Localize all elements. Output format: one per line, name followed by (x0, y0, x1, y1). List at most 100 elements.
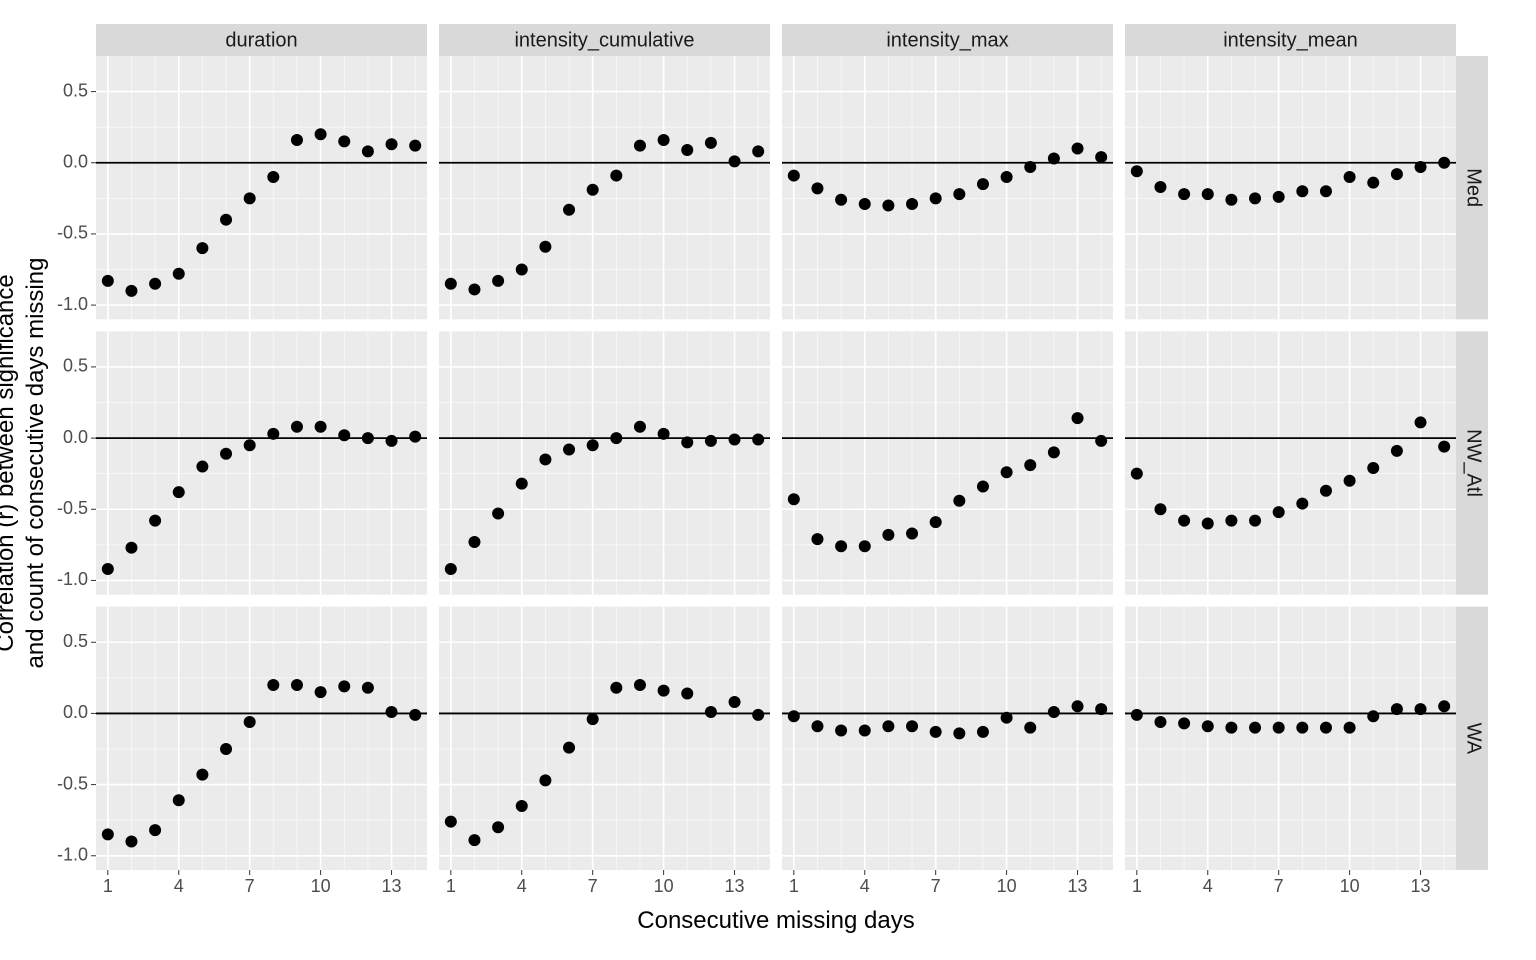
data-point: -0.73 (468, 536, 480, 548)
x-tick-label: 7 (245, 876, 255, 896)
x-tick-label: 4 (1203, 876, 1213, 896)
data-point: -0.76 (445, 816, 457, 828)
panel: -0.43-0.71-0.76-0.76-0.68-0.67-0.59-0.44… (782, 331, 1113, 594)
panel-bg (1125, 56, 1456, 319)
data-point: -0.75 (516, 264, 528, 276)
data-point: -0.04 (587, 713, 599, 725)
data-point: 0.16 (291, 134, 303, 146)
data-point: -0.02 (788, 710, 800, 722)
data-point: 0.15 (338, 135, 350, 147)
data-point: -0.03 (1415, 161, 1427, 173)
data-point: 0.01 (386, 706, 398, 718)
x-tick-label: 1 (789, 876, 799, 896)
data-point: 0.15 (315, 686, 327, 698)
data-point: -0.22 (1202, 188, 1214, 200)
data-point: -0.08 (563, 443, 575, 455)
data-point: -0.14 (953, 727, 965, 739)
data-point: 0.14 (705, 137, 717, 149)
data-point: 0.02 (338, 429, 350, 441)
x-tick-label: 1 (1132, 876, 1142, 896)
data-point: -0.32 (516, 478, 528, 490)
data-point: 0.08 (291, 421, 303, 433)
data-point: -0.61 (173, 794, 185, 806)
panel-bg (96, 56, 427, 319)
data-point: -0.1 (1344, 722, 1356, 734)
data-point: 0.01 (705, 706, 717, 718)
panel: -0.01-0.06-0.07-0.09-0.1-0.1-0.1-0.1-0.1… (1125, 607, 1456, 870)
data-point: -0.1 (1048, 446, 1060, 458)
panel: -0.92-0.77-0.58-0.38-0.2-0.11-0.050.030.… (96, 331, 427, 594)
data-point: -0.2 (196, 461, 208, 473)
strip-col-label: intensity_cumulative (514, 29, 694, 51)
data-point: 0.08 (634, 421, 646, 433)
data-point: -0.01 (752, 434, 764, 446)
data-point: -0.09 (1391, 445, 1403, 457)
data-point: -0.12 (859, 725, 871, 737)
y-tick-label: 0.0 (63, 702, 88, 722)
data-point: -0.85 (445, 278, 457, 290)
data-point: -0.58 (1225, 515, 1237, 527)
data-point: 0 (362, 432, 374, 444)
facet-grid-chart: durationintensity_cumulativeintensity_ma… (0, 0, 1536, 960)
panel: -0.83-0.9-0.85-0.78-0.6-0.4-0.25-0.10.16… (96, 56, 427, 319)
data-point: -0.1 (1344, 171, 1356, 183)
data-point: 0.14 (681, 687, 693, 699)
data-point: 0.2 (315, 128, 327, 140)
data-point: 0.2 (267, 679, 279, 691)
panel-bg (439, 56, 770, 319)
data-point: -0.09 (811, 720, 823, 732)
data-point: 0.09 (681, 144, 693, 156)
data-point: -0.09 (610, 170, 622, 182)
data-point: -0.29 (859, 198, 871, 210)
data-point: -0.46 (1296, 498, 1308, 510)
panel-bg (782, 331, 1113, 594)
data-point: -0.38 (173, 486, 185, 498)
data-point: 0.13 (386, 138, 398, 150)
data-point: 0.18 (362, 682, 374, 694)
data-point: -0.22 (953, 188, 965, 200)
data-point: -0.43 (788, 493, 800, 505)
data-point: -0.33 (563, 204, 575, 216)
data-point: -0.06 (1131, 165, 1143, 177)
data-point: -0.6 (196, 242, 208, 254)
data-point: 0.16 (658, 685, 670, 697)
data-point: -0.76 (859, 540, 871, 552)
data-point: -0.24 (1001, 466, 1013, 478)
data-point: 0.04 (1095, 151, 1107, 163)
y-tick-label: -1.0 (57, 845, 88, 865)
data-point: 0.03 (267, 428, 279, 440)
data-point: -0.18 (811, 182, 823, 194)
y-tick-label: -1.0 (57, 569, 88, 589)
data-point: -0.1 (1320, 722, 1332, 734)
x-tick-label: 7 (931, 876, 941, 896)
y-tick-label: 0.5 (63, 356, 88, 376)
x-axis-title: Consecutive missing days (637, 907, 914, 934)
panel-bg (1125, 607, 1456, 870)
panel-bg (96, 607, 427, 870)
data-point: -0.1 (1024, 722, 1036, 734)
data-point: -0.13 (977, 726, 989, 738)
data-point: -0.1 (1273, 722, 1285, 734)
data-point: -0.1 (267, 171, 279, 183)
y-tick-label: -0.5 (57, 773, 88, 793)
x-tick-label: 10 (654, 876, 674, 896)
data-point: -0.6 (1202, 517, 1214, 529)
data-point: -0.05 (587, 439, 599, 451)
data-point: -0.59 (539, 241, 551, 253)
data-point: -0.29 (906, 198, 918, 210)
data-point: -0.06 (1438, 441, 1450, 453)
data-point: -0.03 (1001, 712, 1013, 724)
data-point: -0.19 (1024, 459, 1036, 471)
data-point: -0.92 (445, 563, 457, 575)
data-point: -0.25 (244, 192, 256, 204)
data-point: 0.19 (338, 680, 350, 692)
data-point: 0.08 (315, 421, 327, 433)
data-point: 0.01 (409, 431, 421, 443)
panel-bg (439, 607, 770, 870)
data-point: -0.02 (386, 435, 398, 447)
data-point: -0.25 (220, 743, 232, 755)
data-point: -0.78 (173, 268, 185, 280)
y-tick-label: -1.0 (57, 294, 88, 314)
data-point: -0.37 (1320, 485, 1332, 497)
data-point: -0.58 (1249, 515, 1261, 527)
